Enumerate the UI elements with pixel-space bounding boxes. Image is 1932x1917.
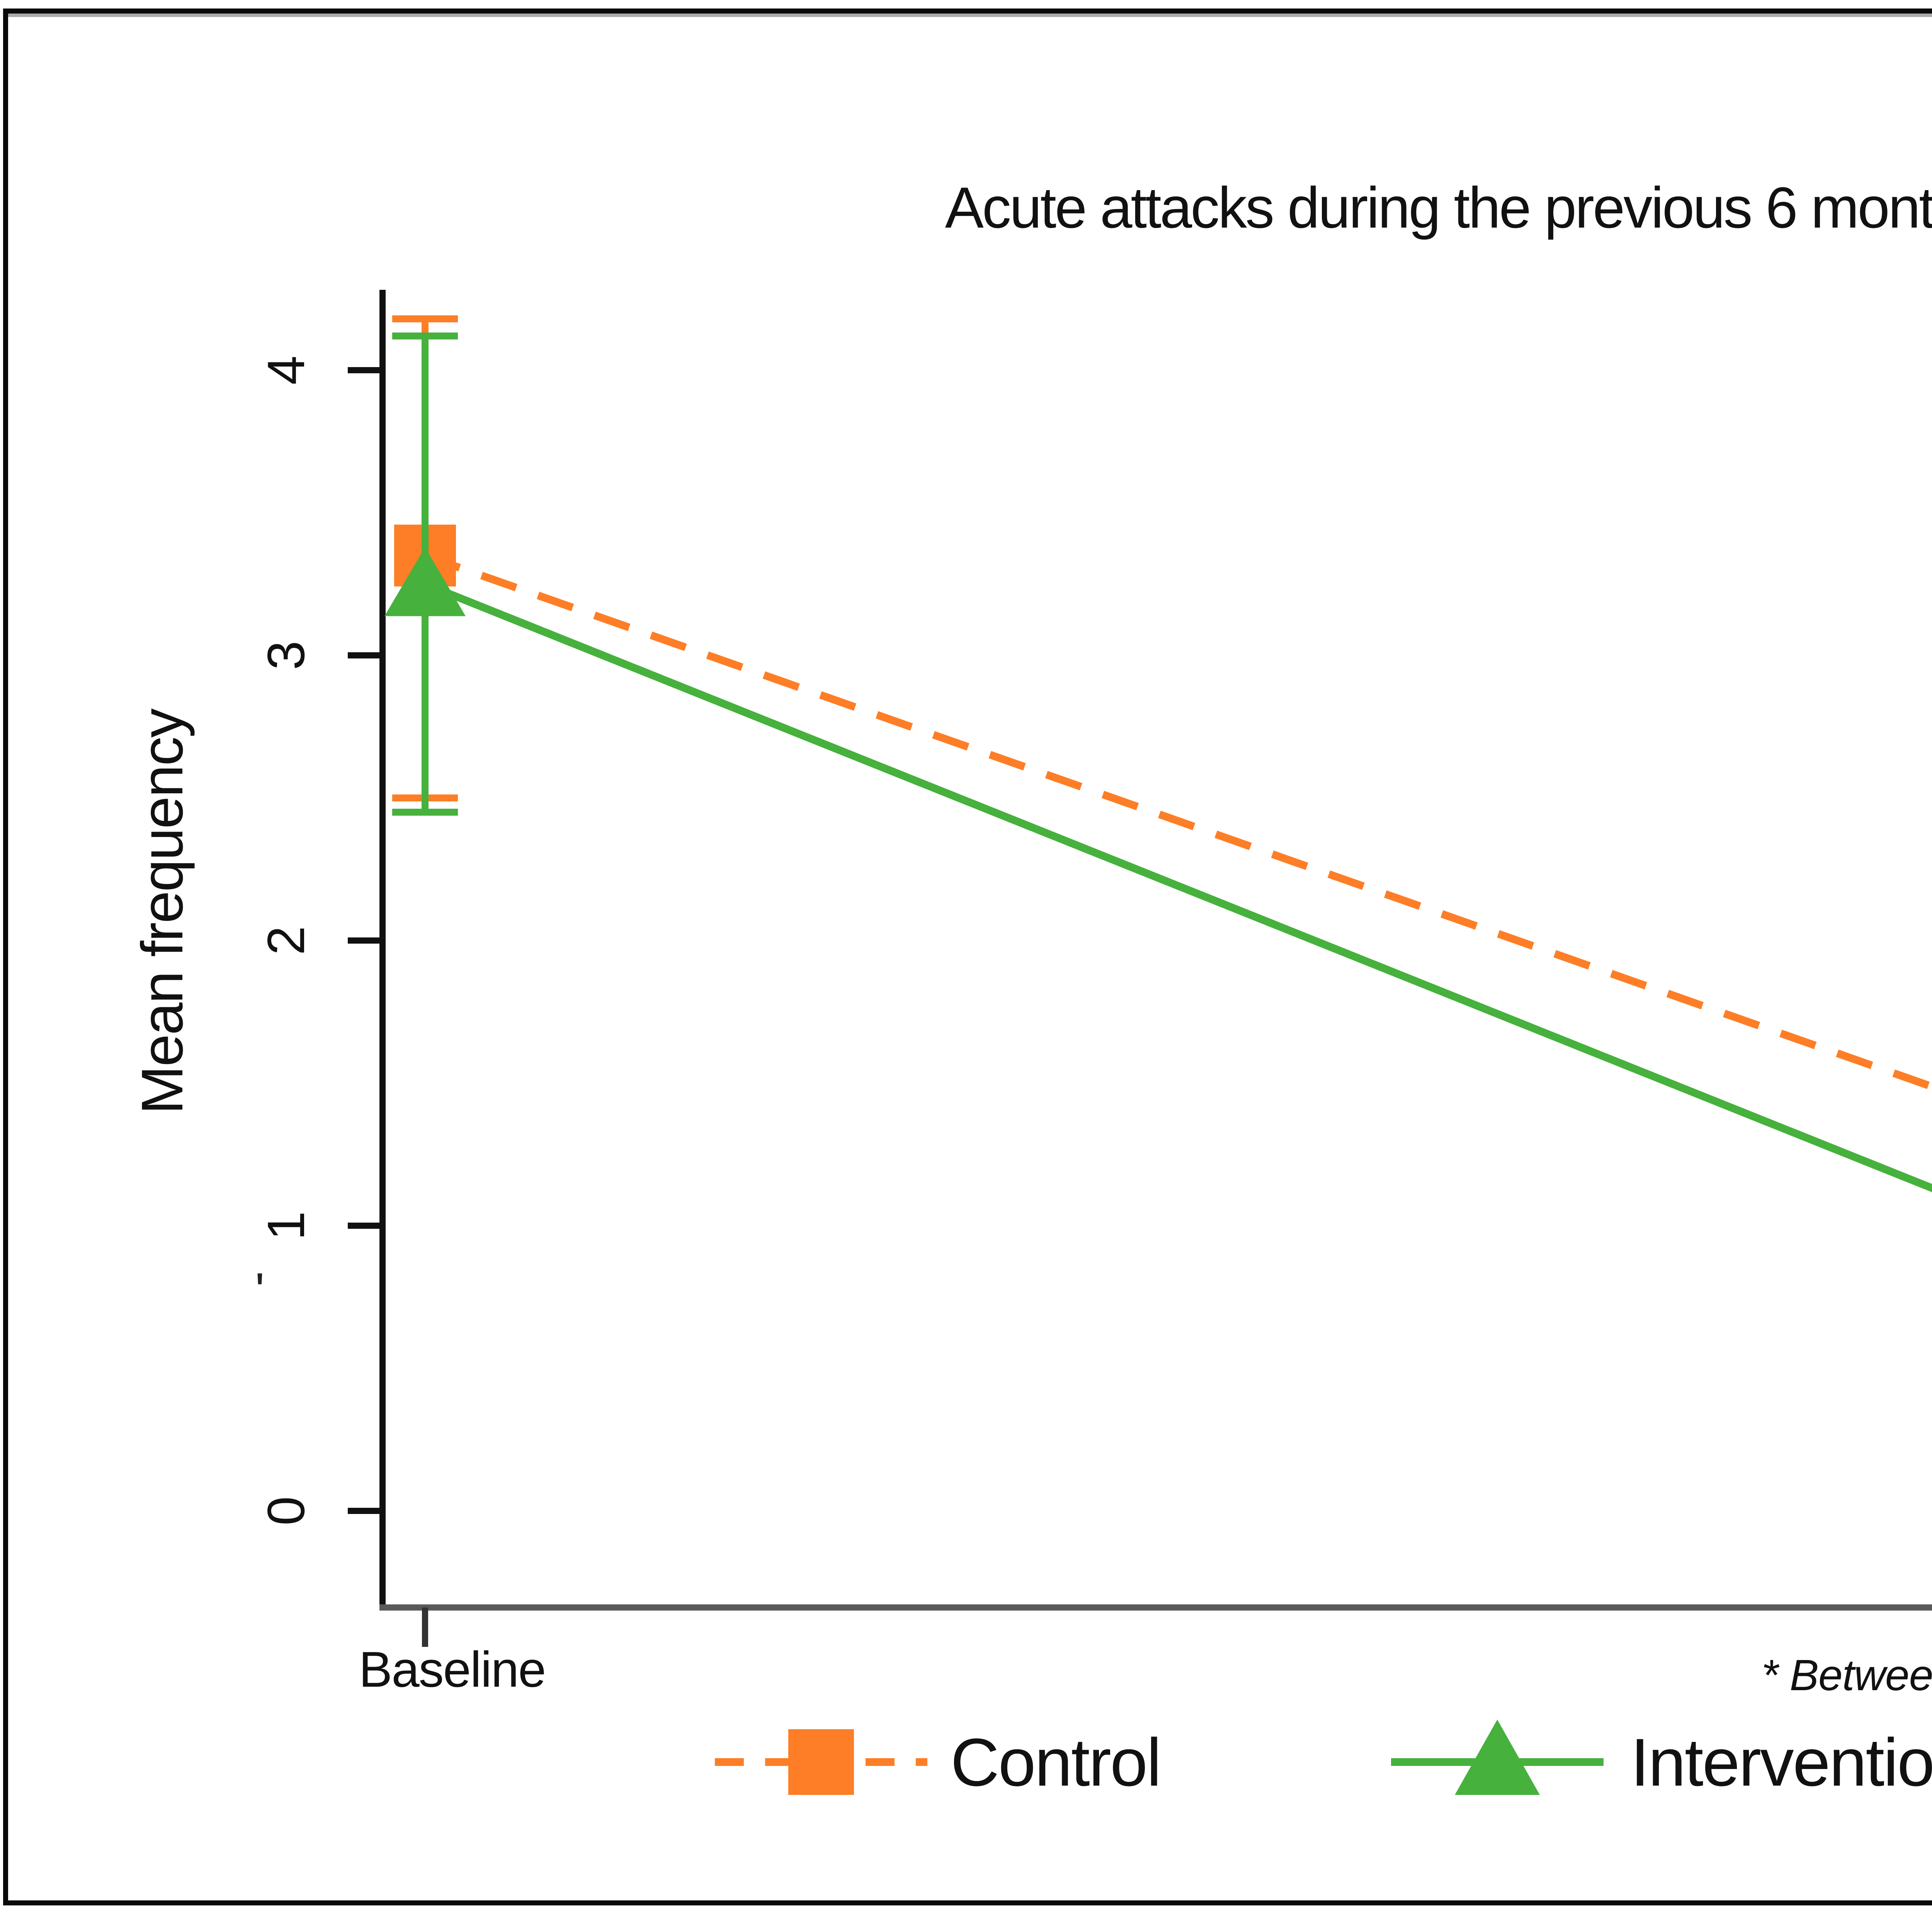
control-series-line — [423, 552, 1932, 1091]
axes — [348, 290, 1932, 1647]
legend-control-square-marker — [788, 1729, 854, 1795]
series-layer — [384, 315, 1932, 1192]
chart-title: Acute attacks during the previous 6 mont… — [945, 175, 1932, 240]
x-tick-label-baseline: Baseline — [359, 1641, 546, 1698]
legend-intervention-triangle-marker — [1455, 1720, 1540, 1795]
figure-border-frame — [3, 9, 1932, 1905]
legend-glyphs — [715, 1720, 1604, 1795]
stray-print-artifact: ' — [255, 1262, 265, 1319]
intervention-series-line — [423, 580, 1932, 1192]
between-group-footnote: * Between-group difference — [1761, 1651, 1932, 1699]
legend-label-control: Control — [951, 1725, 1162, 1800]
intervention-triangle-marker-baseline — [384, 547, 466, 616]
legend-label-intervention: Intervention — [1631, 1725, 1932, 1800]
